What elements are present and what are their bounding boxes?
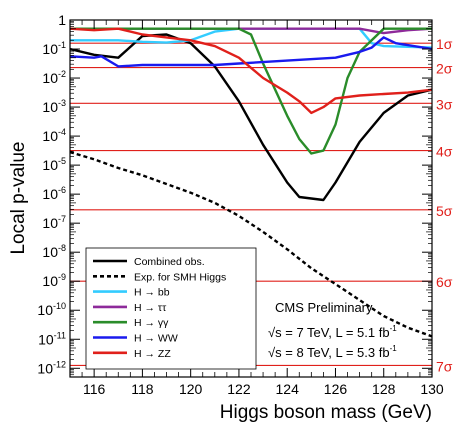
x-tick-label-3: 122 (227, 381, 251, 397)
legend-label-1: Exp. for SMH Higgs (134, 271, 226, 283)
y-tick-label-12: 10-12 (37, 359, 66, 376)
y-tick-base-1: 10 (42, 41, 58, 57)
y-tick-base-7: 10 (42, 215, 58, 231)
sigma-label-4: 4σ (436, 144, 453, 160)
x-tick-label-1: 118 (131, 381, 154, 397)
lumi-line-8tev: √s = 8 TeV, L = 5.3 fb-1 (268, 344, 397, 360)
y-tick-base-11: 10 (38, 331, 54, 347)
x-tick-label-0: 116 (83, 381, 106, 397)
x-tick-label-5: 126 (324, 381, 348, 397)
y-tick-exp-7: -7 (58, 214, 66, 224)
x-tick-label-4: 124 (276, 381, 300, 397)
legend: Combined obs. Exp. for SMH Higgs H → bb H →… (85, 247, 257, 370)
sigma-label-2: 2σ (436, 61, 453, 77)
y-tick-base-2: 10 (42, 70, 58, 86)
legend-entries: Combined obs. Exp. for SMH Higgs H → bb H →… (93, 256, 226, 360)
y-tick-label-9: 10-9 (42, 272, 66, 289)
y-tick-label-4: 10-4 (42, 127, 66, 144)
y-tick-label-1: 10-1 (42, 40, 66, 57)
y-tick-base-12: 10 (37, 360, 53, 376)
x-axis-title: Higgs boson mass (GeV) (220, 402, 432, 423)
legend-label-3: H → ττ (134, 302, 167, 314)
lumi-line-7tev-sup: -1 (390, 324, 398, 333)
y-tick-label-11: 10-11 (38, 330, 66, 347)
x-tick-label-6: 128 (372, 381, 396, 397)
series-line-5 (70, 36, 432, 68)
sigma-label-3: 3σ (436, 96, 453, 112)
legend-label-2: H → bb (134, 287, 170, 299)
experiment-label: CMS Preliminary (275, 300, 373, 315)
y-tick-base-8: 10 (42, 244, 58, 260)
y-tick-label-5: 10-5 (42, 156, 66, 173)
y-tick-exp-5: -5 (58, 156, 66, 166)
y-tick-label-3: 10-3 (42, 98, 66, 115)
y-tick-base-5: 10 (42, 157, 58, 173)
x-tick-label-2: 120 (179, 381, 203, 397)
y-tick-exp-12: -12 (53, 359, 66, 369)
y-tick-exp-8: -8 (58, 243, 66, 253)
y-tick-base-6: 10 (42, 186, 58, 202)
x-tick-label-7: 130 (420, 381, 444, 397)
legend-box (85, 247, 257, 370)
y-tick-exp-3: -3 (58, 98, 66, 108)
y-tick-label-2: 10-2 (42, 69, 66, 86)
sigma-label-1: 1σ (436, 36, 453, 52)
legend-label-4: H → γγ (134, 317, 169, 329)
y-tick-base-4: 10 (42, 128, 58, 144)
y-tick-exp-6: -6 (58, 185, 66, 195)
legend-label-5: H → WW (134, 333, 178, 345)
y-tick-label-0: 1 (58, 12, 66, 28)
y-tick-exp-11: -11 (54, 330, 66, 340)
y-tick-base-10: 10 (37, 302, 53, 318)
lumi-line-8tev-sup: -1 (390, 344, 398, 353)
y-tick-base-3: 10 (42, 99, 58, 115)
y-tick-exp-9: -9 (58, 272, 66, 282)
y-tick-base-0: 1 (58, 12, 66, 28)
y-tick-label-6: 10-6 (42, 185, 66, 202)
axis-ticks (69, 19, 433, 377)
lumi-line-7tev-text: √s = 7 TeV, L = 5.1 fb (268, 325, 390, 340)
lumi-line-8tev-text: √s = 8 TeV, L = 5.3 fb (268, 345, 390, 360)
series-line-1 (70, 150, 432, 338)
lumi-line-7tev: √s = 7 TeV, L = 5.1 fb-1 (268, 324, 397, 340)
y-tick-exp-10: -10 (53, 301, 66, 311)
y-tick-label-8: 10-8 (42, 243, 66, 260)
cms-annotations: CMS Preliminary √s = 7 TeV, L = 5.1 fb-1… (268, 300, 397, 360)
legend-label-0: Combined obs. (134, 256, 205, 268)
sigma-label-7: 7σ (436, 358, 453, 374)
series-line-0 (70, 33, 432, 202)
series-line-6 (70, 27, 432, 115)
series-line-4 (70, 27, 432, 155)
y-tick-exp-1: -1 (58, 40, 66, 50)
y-tick-label-7: 10-7 (42, 214, 66, 231)
sigma-label-6: 6σ (436, 274, 453, 290)
y-tick-exp-2: -2 (58, 69, 66, 79)
y-tick-exp-4: -4 (58, 127, 66, 137)
sigma-label-5: 5σ (436, 203, 453, 219)
y-axis-title: Local p-value (8, 141, 29, 254)
legend-label-6: H → ZZ (134, 348, 171, 360)
y-tick-label-10: 10-10 (37, 301, 66, 318)
y-tick-base-9: 10 (42, 273, 58, 289)
